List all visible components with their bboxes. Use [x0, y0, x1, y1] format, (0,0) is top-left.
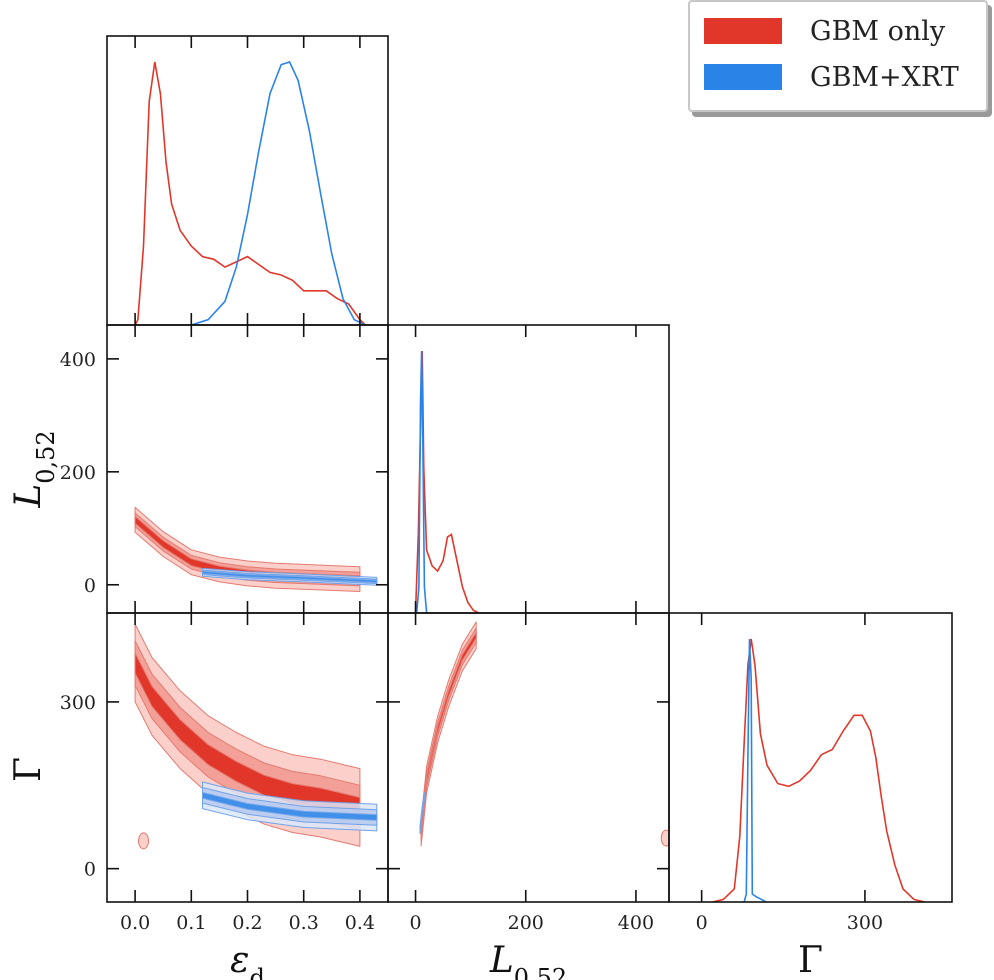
x-tick-label-Gamma-1: 300	[847, 912, 883, 934]
y-tick-label-Gamma-0: 0	[84, 859, 96, 881]
panel-frame-2-2	[668, 612, 953, 903]
contour-eps_d_vs_L_052-gbm-only-level-2	[134, 512, 361, 587]
legend-label-gbm-only: GBM only	[810, 15, 946, 47]
marginal-panel-eps_d	[134, 61, 367, 325]
x-tick-label-eps_d-2: 0.2	[232, 912, 262, 934]
x-axis-title-l052: L0,52	[489, 940, 567, 980]
joint-panel-L_052_vs_Gamma	[419, 621, 669, 847]
y-axis-title-gamma: Γ	[8, 757, 49, 782]
joint-panel-eps_d_vs_L_052	[134, 506, 378, 592]
marginal-line-L_052-gbm-xrt	[415, 350, 428, 613]
x-tick-label-eps_d-0: 0.0	[120, 912, 150, 934]
marginal-panel-Gamma	[712, 638, 925, 902]
x-tick-label-L_052-2: 400	[618, 912, 654, 934]
legend-label-gbm-xrt: GBM+XRT	[810, 61, 959, 93]
x-tick-label-eps_d-4: 0.4	[345, 912, 375, 934]
contour-eps_d_vs_L_052-gbm-xrt-level-3	[202, 570, 378, 583]
marginal-panel-L_052	[414, 350, 480, 613]
x-tick-label-L_052-0: 0	[410, 912, 422, 934]
marginal-line-eps_d-gbm-xrt	[191, 61, 366, 325]
x-tick-label-L_052-1: 200	[508, 912, 544, 934]
joint-panel-eps_d_vs_Gamma	[134, 623, 378, 850]
contour-eps_d_vs_Gamma-gbm-xrt-level-3	[202, 792, 378, 821]
panel-frame-1-1	[387, 324, 670, 614]
legend-swatch-gbm-xrt	[704, 64, 782, 90]
legend: GBM only GBM+XRT	[688, 0, 988, 112]
legend-entry-gbm-only: GBM only	[704, 12, 945, 50]
contour-L_052_vs_Gamma-gbm-xrt-level-3	[419, 794, 425, 832]
legend-entry-gbm-xrt: GBM+XRT	[704, 58, 959, 96]
contour-island-eps_d_vs_Gamma	[138, 832, 150, 850]
x-axis-title-gamma: Γ	[798, 940, 823, 980]
y-tick-label-L_052-0: 0	[84, 575, 96, 597]
y-tick-label-L_052-2: 400	[60, 349, 96, 371]
legend-swatch-gbm-only	[704, 18, 782, 44]
x-tick-label-Gamma-0: 0	[696, 912, 708, 934]
x-tick-label-eps_d-1: 0.1	[176, 912, 206, 934]
marginal-line-Gamma-gbm-only	[712, 638, 925, 902]
marginal-line-eps_d-gbm-only	[134, 61, 367, 325]
y-tick-label-Gamma-1: 300	[60, 692, 96, 714]
marginal-line-Gamma-gbm-xrt	[743, 638, 767, 902]
y-tick-label-L_052-1: 200	[60, 462, 96, 484]
x-tick-label-eps_d-3: 0.3	[289, 912, 319, 934]
y-axis-title-l052: L0,52	[8, 430, 60, 508]
contour-island-L_052_vs_Gamma	[660, 829, 669, 847]
panel-frame-0-0	[106, 35, 389, 326]
contour-L_052_vs_Gamma-gbm-only-level-3	[420, 632, 477, 836]
x-axis-title-eps-d: εd	[230, 940, 265, 980]
